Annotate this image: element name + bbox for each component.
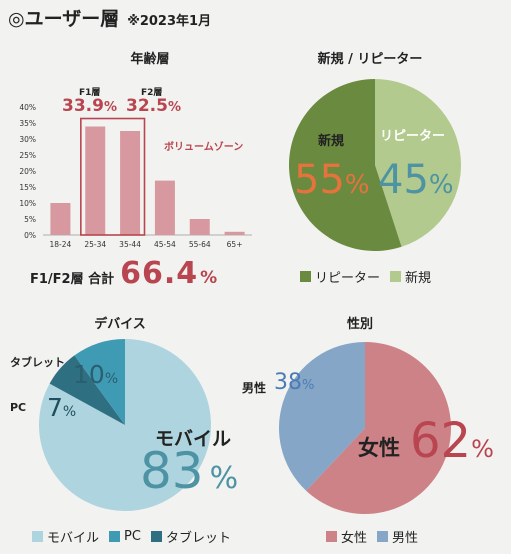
slice-tablet	[74, 339, 125, 425]
female-value: 62%	[410, 413, 494, 469]
f1f2-total-label: F1/F2層 合計	[30, 272, 115, 287]
legend-item-new: 新規	[390, 267, 431, 286]
gender-legend: 女性 男性	[326, 527, 428, 546]
repeater-value: 45%	[378, 157, 454, 203]
slice-new	[288, 79, 402, 252]
y-tick-label: 0%	[24, 231, 36, 240]
y-tick-label: 15%	[19, 183, 36, 192]
device-chart-title: デバイス	[94, 317, 146, 332]
y-tick-label: 10%	[19, 199, 36, 208]
f1f2-total-unit: %	[200, 268, 218, 288]
gender-chart-title: 性別	[346, 317, 373, 332]
slice-male	[279, 342, 365, 491]
age-chart-title: 年齢層	[130, 52, 170, 67]
y-tick-label: 25%	[19, 151, 36, 160]
female-slice-label: 女性	[358, 436, 400, 460]
y-tick-label: 30%	[19, 135, 36, 144]
f1-value: 33.9%	[62, 96, 117, 116]
repeater-chart-title: 新規 / リピーター	[317, 52, 423, 67]
legend-item-mobile: モバイル	[32, 527, 99, 546]
date-note: ※2023年1月	[127, 14, 212, 29]
bar-55-64	[189, 219, 210, 235]
y-tick-label: 20%	[19, 167, 36, 176]
legend-swatch	[300, 271, 311, 282]
age-bar-chart: 0% 5% 10% 15% 20% 25% 30% 35% 40% 18-24 25-34 35-4…	[19, 103, 252, 249]
gender-pie-chart	[279, 342, 451, 514]
slice-female	[306, 342, 451, 514]
f2-value: 32.5%	[126, 96, 181, 116]
bar-45-54	[154, 180, 175, 235]
legend-swatch	[377, 531, 389, 542]
x-tick-label: 18-24	[50, 240, 72, 249]
x-tick-label: 35-44	[119, 240, 141, 249]
volume-zone-box	[80, 117, 146, 236]
bar-25-34	[85, 126, 106, 235]
new-slice-label: 新規	[318, 134, 345, 149]
legend-swatch	[150, 531, 162, 542]
y-tick-label: 40%	[19, 103, 36, 112]
pc-value: 7%	[47, 393, 77, 422]
bar-65+	[224, 231, 245, 235]
mobile-slice-label: モバイル	[155, 428, 232, 450]
page-title-text: ◎ユーザー層	[8, 8, 120, 30]
f1f2-total: F1/F2層 合計 66.4 %	[30, 256, 217, 291]
repeater-legend: リピーター 新規	[300, 267, 441, 286]
tablet-value: 10%	[73, 360, 119, 389]
tablet-side-label: タブレット	[10, 356, 65, 369]
device-pie-chart	[39, 339, 211, 511]
x-tick-label: 25-34	[84, 240, 106, 249]
male-side-label: 男性	[242, 381, 267, 395]
repeater-pie-chart	[288, 79, 461, 252]
male-value: 38%	[274, 370, 315, 395]
x-tick-label: 45-54	[154, 240, 176, 249]
pc-side-label: PC	[10, 401, 27, 414]
device-legend: モバイル PC タブレット	[32, 527, 241, 546]
bar-18-24	[50, 203, 71, 235]
bar-35-44	[120, 131, 141, 235]
legend-swatch	[109, 531, 121, 542]
mobile-value: 83%	[140, 442, 239, 500]
legend-item-tablet: タブレット	[150, 527, 231, 546]
new-value: 55%	[294, 157, 370, 203]
f1f2-total-value: 66.4	[120, 256, 199, 291]
x-tick-label: 65+	[227, 240, 243, 249]
page-title: ◎ユーザー層 ※2023年1月	[8, 4, 211, 31]
slice-pc	[49, 355, 125, 425]
legend-swatch	[390, 271, 402, 282]
slice-repeater	[375, 79, 461, 247]
y-tick-label: 5%	[24, 215, 36, 224]
legend-item-female: 女性	[326, 527, 367, 546]
x-tick-label: 55-64	[189, 240, 211, 249]
legend-swatch	[32, 531, 43, 542]
f2-label: F2層	[141, 88, 163, 98]
y-tick-label: 35%	[19, 119, 36, 128]
f1-label: F1層	[79, 88, 101, 98]
legend-swatch	[326, 531, 337, 542]
volume-zone-label: ボリュームゾーン	[164, 142, 244, 153]
legend-item-repeater: リピーター	[300, 267, 380, 286]
legend-item-pc: PC	[109, 529, 141, 544]
legend-item-male: 男性	[377, 527, 418, 546]
repeater-slice-label: リピーター	[380, 129, 446, 144]
